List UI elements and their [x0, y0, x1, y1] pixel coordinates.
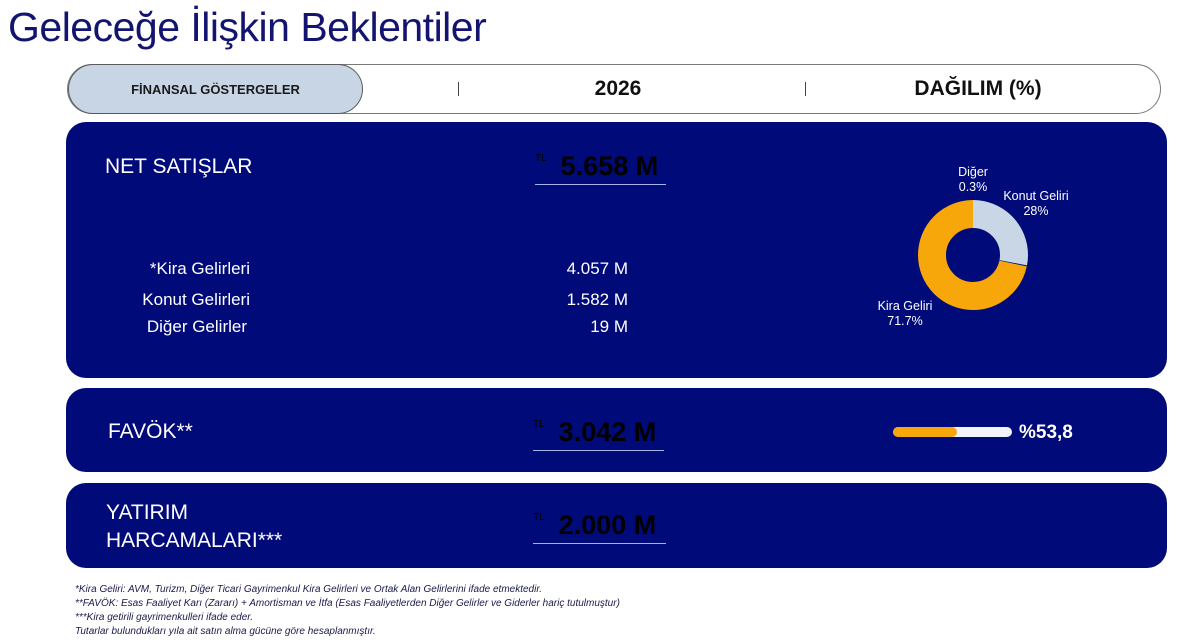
favok-label: FAVÖK**: [108, 420, 193, 443]
donut-label-rent: Kira Geliri 71.7%: [877, 299, 933, 328]
favok-value: TL 3.042 M: [533, 419, 664, 451]
footnotes: *Kira Geliri: AVM, Turizm, Diğer Ticari …: [75, 583, 620, 639]
currency-label: TL: [533, 419, 545, 430]
header-divider: [805, 82, 806, 96]
favok-margin-bar: [893, 427, 1012, 437]
breakdown-value-rent: 4.057 M: [566, 259, 628, 278]
breakdown-label-housing: Konut Gelirleri: [142, 290, 250, 309]
breakdown-label-other: Diğer Gelirler: [146, 317, 247, 336]
header-divider: [458, 82, 459, 96]
capex-value: TL 2.000 M: [533, 512, 666, 544]
favok-margin-text: %53,8: [1019, 422, 1073, 443]
breakdown-label-rent: *Kira Gelirleri: [149, 259, 250, 278]
donut-label-other: Diğer 0.3%: [958, 165, 988, 194]
footnote: Tutarlar bulundukları yıla ait satın alm…: [75, 626, 376, 637]
column-header-bar: FİNANSAL GÖSTERGELER 2026 DAĞILIM (%): [67, 64, 1161, 114]
breakdown-value-housing: 1.582 M: [566, 290, 628, 309]
footnote: ***Kira getirili gayrimenkulleri ifade e…: [75, 612, 254, 623]
header-distribution: DAĞILIM (%): [914, 77, 1042, 100]
breakdown-value-other: 19 M: [590, 317, 628, 336]
donut-slice-housing: [918, 200, 1028, 310]
capex-label: YATIRIM HARCAMALARI***: [106, 501, 283, 552]
currency-label: TL: [533, 512, 545, 523]
currency-label: TL: [535, 153, 547, 164]
net-sales-card: [66, 122, 1167, 378]
page-title: Geleceğe İlişkin Beklentiler: [8, 4, 487, 50]
distribution-donut-chart: [918, 200, 1028, 310]
net-sales-value: TL 5.658 M: [535, 153, 666, 185]
header-financial-indicators: FİNANSAL GÖSTERGELER: [68, 64, 363, 114]
footnote: **FAVÖK: Esas Faaliyet Karı (Zararı) + A…: [75, 598, 620, 609]
favok-margin-fill: [893, 427, 958, 437]
capex-card: [66, 483, 1167, 568]
footnote: *Kira Geliri: AVM, Turizm, Diğer Ticari …: [75, 584, 543, 595]
header-year: 2026: [594, 77, 642, 100]
donut-label-housing: Konut Geliri 28%: [1003, 189, 1069, 218]
net-sales-label: NET SATIŞLAR: [105, 155, 253, 178]
